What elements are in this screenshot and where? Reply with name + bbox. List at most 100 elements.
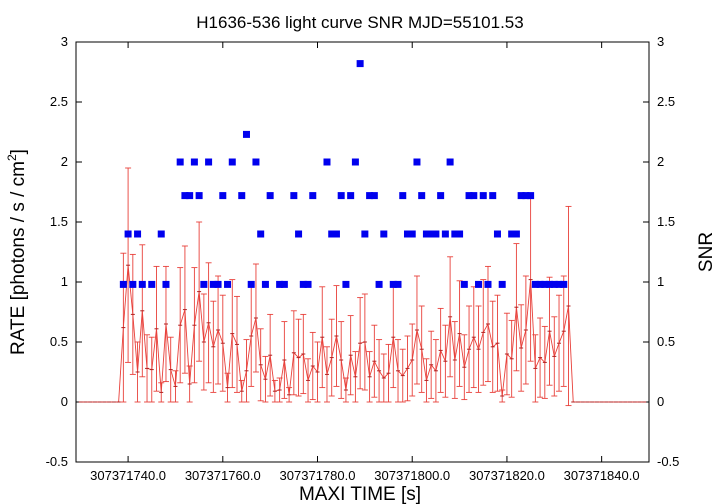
snr-point	[276, 280, 284, 288]
snr-point	[456, 230, 464, 238]
snr-point	[555, 280, 563, 288]
y-tick-label-left: 0.5	[50, 334, 68, 349]
snr-point	[441, 230, 449, 238]
snr-point	[242, 130, 250, 138]
snr-point	[356, 60, 364, 68]
snr-point	[432, 230, 440, 238]
snr-point	[347, 192, 355, 200]
snr-point	[261, 280, 269, 288]
snr-point	[403, 230, 411, 238]
snr-point	[489, 192, 497, 200]
snr-point	[129, 280, 137, 288]
snr-point	[138, 280, 146, 288]
snr-point	[219, 192, 227, 200]
snr-point	[460, 280, 468, 288]
snr-point	[550, 280, 558, 288]
snr-point	[446, 158, 454, 166]
y-tick-label-right: -0.5	[657, 454, 679, 469]
y-tick-label-left: 2	[61, 154, 68, 169]
snr-point	[361, 230, 369, 238]
snr-point	[257, 230, 265, 238]
chart-title: H1636-536 light curve SNR MJD=55101.53	[196, 13, 523, 32]
snr-point	[531, 280, 539, 288]
snr-point	[148, 280, 156, 288]
snr-point	[134, 230, 142, 238]
x-axis-ticks: 307371740.0 307371760.0 307371780.0 3073718…	[90, 42, 640, 483]
snr-point	[380, 230, 388, 238]
snr-point	[422, 230, 430, 238]
y-axis-label-left-main: RATE [photons / s / cm	[8, 161, 29, 355]
y-tick-label-right: 1.5	[657, 214, 675, 229]
snr-point	[399, 192, 407, 200]
snr-point	[370, 192, 378, 200]
snr-point	[560, 280, 568, 288]
snr-point	[522, 192, 530, 200]
rate-line	[80, 265, 645, 403]
snr-point	[546, 280, 554, 288]
snr-point	[266, 192, 274, 200]
snr-point	[394, 280, 402, 288]
y-tick-label-right: 0	[657, 394, 664, 409]
snr-point	[290, 192, 298, 200]
x-tick-label: 307371820.0	[469, 468, 545, 483]
snr-point	[498, 280, 506, 288]
snr-point	[280, 280, 288, 288]
x-tick-label: 307371740.0	[90, 468, 166, 483]
snr-point	[517, 192, 525, 200]
snr-point	[366, 192, 374, 200]
x-tick-label: 307371780.0	[280, 468, 356, 483]
snr-point	[451, 230, 459, 238]
snr-point	[493, 230, 501, 238]
snr-point	[332, 230, 340, 238]
y-tick-label-left: 1.5	[50, 214, 68, 229]
x-tick-label: 307371840.0	[564, 468, 640, 483]
snr-point	[427, 230, 435, 238]
snr-point	[252, 158, 260, 166]
snr-point	[205, 158, 213, 166]
snr-point	[437, 192, 445, 200]
snr-point	[479, 192, 487, 200]
y-tick-label-left: 3	[61, 34, 68, 49]
snr-point	[465, 192, 473, 200]
snr-point	[214, 280, 222, 288]
snr-point	[304, 280, 312, 288]
snr-point	[195, 192, 203, 200]
snr-point	[157, 230, 165, 238]
snr-point	[309, 192, 317, 200]
y-tick-label-left: 2.5	[50, 94, 68, 109]
snr-point	[200, 280, 208, 288]
snr-point	[224, 280, 232, 288]
snr-point	[470, 192, 478, 200]
snr-point	[342, 280, 350, 288]
snr-point	[181, 192, 189, 200]
y-tick-label-right: 2	[657, 154, 664, 169]
y-tick-label-left: 1	[61, 274, 68, 289]
x-tick-label: 307371760.0	[185, 468, 261, 483]
snr-point	[228, 158, 236, 166]
snr-point	[299, 280, 307, 288]
snr-point	[375, 280, 383, 288]
snr-point	[247, 280, 255, 288]
snr-point	[512, 230, 520, 238]
y-tick-label-left: 0	[61, 394, 68, 409]
rate-error-series	[78, 167, 647, 407]
snr-point	[176, 158, 184, 166]
y-axis-label-left-superscript: 2	[5, 154, 19, 161]
snr-point	[190, 158, 198, 166]
snr-point	[295, 230, 303, 238]
y-tick-label-right: 3	[657, 34, 664, 49]
snr-point	[119, 280, 127, 288]
snr-point	[527, 192, 535, 200]
y-tick-label-right: 2.5	[657, 94, 675, 109]
x-axis-label: MAXI TIME [s]	[299, 484, 421, 504]
snr-point	[323, 158, 331, 166]
snr-series	[119, 60, 568, 288]
y-axis-ticks: -0.5 -0.5 0 0 0.5 0.5 1 1 1.5 1.5 2 2 2.5 2.5 3 3	[46, 34, 680, 469]
snr-point	[508, 230, 516, 238]
snr-point	[328, 230, 336, 238]
snr-point	[162, 280, 170, 288]
y-tick-label-right: 0.5	[657, 334, 675, 349]
snr-point	[209, 280, 217, 288]
snr-point	[475, 280, 483, 288]
